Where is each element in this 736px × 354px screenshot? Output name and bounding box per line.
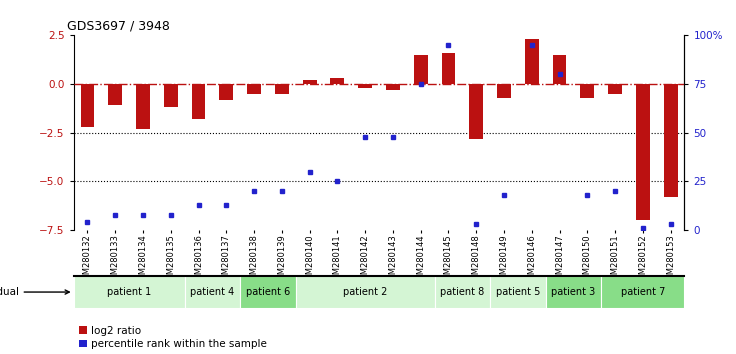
Bar	[330, 78, 344, 84]
Bar	[185, 276, 240, 308]
Bar	[581, 84, 594, 98]
Text: patient 2: patient 2	[343, 287, 387, 297]
Bar	[497, 84, 511, 98]
Text: GDS3697 / 3948: GDS3697 / 3948	[68, 20, 170, 33]
Text: patient 1: patient 1	[107, 287, 152, 297]
Bar	[247, 84, 261, 94]
Bar	[442, 53, 456, 84]
Text: patient 5: patient 5	[495, 287, 540, 297]
Bar	[545, 276, 601, 308]
Bar	[136, 84, 150, 129]
Text: individual: individual	[0, 287, 69, 297]
Bar	[490, 276, 545, 308]
Bar	[191, 84, 205, 119]
Bar	[386, 84, 400, 90]
Bar	[275, 84, 289, 94]
Bar	[80, 84, 94, 127]
Legend: log2 ratio, percentile rank within the sample: log2 ratio, percentile rank within the s…	[79, 326, 267, 349]
Text: patient 7: patient 7	[620, 287, 665, 297]
Text: patient 6: patient 6	[246, 287, 290, 297]
Bar	[108, 84, 122, 105]
Bar	[358, 84, 372, 88]
Bar	[302, 80, 316, 84]
Bar	[219, 84, 233, 100]
Text: patient 3: patient 3	[551, 287, 595, 297]
Bar	[164, 84, 177, 108]
Bar	[296, 276, 434, 308]
Bar	[74, 276, 185, 308]
Bar	[240, 276, 296, 308]
Bar	[664, 84, 678, 197]
Bar	[608, 84, 622, 94]
Text: patient 8: patient 8	[440, 287, 484, 297]
Bar	[414, 55, 428, 84]
Bar	[553, 55, 567, 84]
Bar	[636, 84, 650, 220]
Bar	[525, 39, 539, 84]
Text: patient 4: patient 4	[191, 287, 235, 297]
Bar	[434, 276, 490, 308]
Bar	[601, 276, 684, 308]
Bar	[470, 84, 483, 139]
